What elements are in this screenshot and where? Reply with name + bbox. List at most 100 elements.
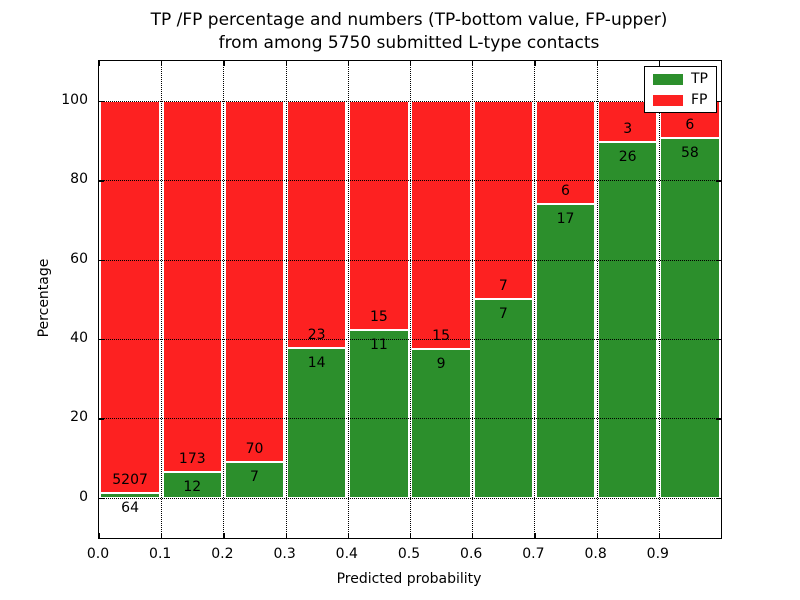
y-tick-label: 40 [70, 329, 88, 346]
x-tick-mark [347, 533, 350, 538]
y-tick-mark [716, 418, 721, 420]
x-tick-mark [410, 533, 412, 538]
annotation-tp-count: 58 [680, 145, 699, 162]
annotation-fp-count: 173 [178, 450, 206, 467]
y-tick-label: 20 [70, 409, 88, 426]
bar-segment-tp [597, 142, 658, 498]
x-axis-label: Predicted probability [336, 571, 482, 587]
bar-segment-fp [286, 101, 347, 348]
x-tick-mark [347, 61, 350, 66]
legend-entry-tp: TP [653, 72, 708, 86]
x-tick-mark [99, 61, 101, 66]
annotation-fp-count: 70 [245, 440, 264, 457]
x-tick-mark [99, 533, 101, 538]
x-gridline [472, 61, 474, 538]
y-tick-label: 80 [70, 171, 88, 188]
annotation-tp-count: 9 [436, 355, 446, 372]
x-tick-mark [223, 533, 225, 538]
x-gridline [347, 61, 349, 538]
x-tick-label: 0.1 [149, 546, 172, 562]
bar-segment-fp [162, 101, 223, 472]
annotation-fp-count: 3 [623, 121, 633, 138]
bar-segment-fp [224, 101, 285, 462]
legend: TP FP [644, 66, 717, 113]
y-tick-mark [99, 259, 104, 261]
plot-area: TP FP 5207 64 173 12 70 7 23 14 15 11 15 9 7 7 6 17 3 26 6 5… [98, 60, 722, 539]
legend-swatch-tp-icon [653, 73, 683, 85]
y-tick-mark [716, 497, 721, 499]
x-gridline [534, 61, 536, 538]
annotation-tp-count: 26 [618, 149, 637, 166]
bar-segment-tp [535, 204, 596, 498]
y-axis-label: Percentage [36, 258, 52, 338]
bar-segment-fp [535, 101, 596, 205]
x-tick-mark [596, 533, 598, 538]
y-tick-label: 100 [61, 92, 88, 108]
annotation-fp-count: 6 [561, 183, 570, 200]
x-tick-mark [658, 61, 661, 66]
y-tick-mark [99, 101, 104, 103]
x-tick-mark [472, 533, 474, 538]
bar-segment-fp [100, 101, 160, 493]
bar-segment-tp [224, 461, 285, 498]
x-tick-mark [285, 533, 287, 538]
x-tick-mark [658, 533, 661, 538]
x-tick-mark [534, 533, 536, 538]
x-gridline [223, 61, 225, 538]
chart-title-line1: TP /FP percentage and numbers (TP-bottom… [150, 10, 668, 30]
bar-segment-tp [660, 138, 720, 498]
bar-segment-fp [411, 101, 471, 349]
bar-segment-tp [473, 299, 534, 498]
x-tick-mark [161, 61, 163, 66]
annotation-fp-count: 7 [498, 278, 508, 295]
y-tick-mark [716, 180, 721, 182]
x-tick-mark [223, 61, 225, 66]
chart-title: TP /FP percentage and numbers (TP-bottom… [98, 9, 720, 55]
y-tick-mark [99, 180, 104, 182]
x-tick-mark [410, 61, 412, 66]
annotation-tp-count: 7 [250, 468, 259, 485]
bar-segment-tp [162, 471, 223, 498]
bar-segment-fp [349, 101, 409, 330]
bar-segment-tp [411, 348, 471, 498]
y-tick-label: 0 [79, 488, 88, 505]
x-tick-label: 0.7 [522, 546, 545, 562]
legend-label-fp: FP [691, 92, 708, 108]
y-tick-mark [99, 497, 104, 499]
x-tick-label: 0.0 [86, 546, 110, 562]
y-tick-mark [716, 338, 721, 341]
bar-segment-tp [100, 492, 160, 498]
y-tick-mark [716, 101, 721, 103]
x-tick-mark [161, 533, 163, 538]
x-tick-mark [596, 61, 598, 66]
annotation-tp-count: 14 [307, 354, 326, 371]
annotation-fp-count: 23 [307, 326, 326, 343]
x-tick-mark [534, 61, 536, 66]
annotation-tp-count: 12 [183, 478, 202, 495]
x-gridline [596, 61, 598, 538]
x-tick-mark [285, 61, 287, 66]
bar-segment-fp [473, 101, 534, 300]
x-gridline [161, 61, 163, 538]
y-tick-mark [716, 259, 721, 261]
x-tick-label: 0.6 [460, 546, 483, 562]
x-gridline [285, 61, 287, 538]
x-tick-label: 0.8 [584, 546, 607, 562]
chart-title-line2: from among 5750 submitted L-type contact… [218, 33, 600, 53]
annotation-fp-count: 15 [432, 327, 451, 344]
legend-swatch-fp-icon [653, 94, 683, 106]
y-tick-mark [99, 418, 104, 420]
x-tick-label: 0.2 [211, 546, 234, 562]
annotation-tp-count: 17 [556, 211, 575, 228]
bar-segment-tp [286, 347, 347, 498]
x-tick-label: 0.4 [335, 546, 358, 562]
x-gridline [410, 61, 411, 538]
annotation-fp-count: 6 [685, 117, 695, 134]
bar-segment-tp [349, 329, 409, 498]
x-tick-label: 0.9 [646, 546, 669, 562]
annotation-tp-count: 7 [498, 306, 508, 323]
annotation-tp-count: 64 [121, 499, 140, 516]
x-tick-mark [472, 61, 474, 66]
annotation-fp-count: 5207 [112, 471, 148, 488]
